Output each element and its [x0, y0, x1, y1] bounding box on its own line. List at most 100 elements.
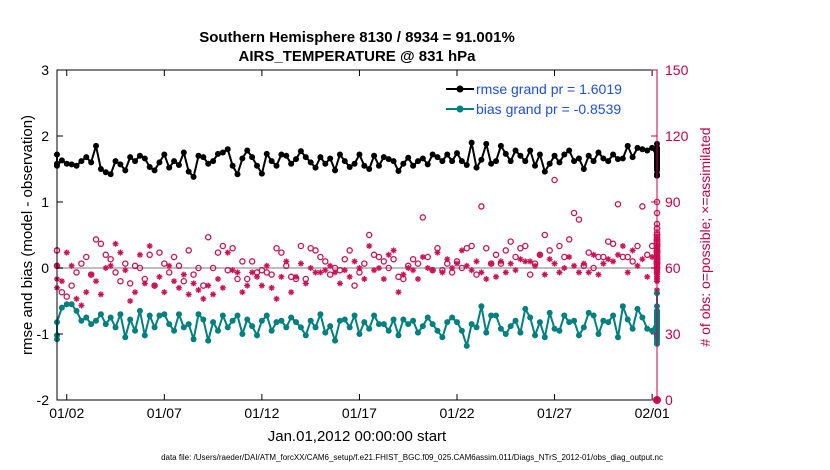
- obs-possible-marker: [175, 262, 183, 270]
- obs-assimilated-marker: [185, 291, 192, 298]
- bias-point: [649, 327, 656, 334]
- rmse-point: [249, 154, 256, 161]
- asterisk-stroke: [234, 269, 241, 275]
- rmse-point: [146, 164, 153, 171]
- asterisk-stroke: [644, 274, 650, 280]
- obs-possible-marker: [522, 242, 529, 250]
- rmse-point: [239, 155, 246, 162]
- asterisk-stroke: [425, 265, 431, 271]
- bias-point: [258, 317, 265, 324]
- rmse-point: [541, 168, 548, 175]
- bias-point: [97, 311, 104, 318]
- rmse-point: [73, 162, 80, 169]
- bias-point: [263, 312, 270, 319]
- asterisk-stroke: [78, 302, 84, 308]
- rmse-point: [493, 158, 500, 165]
- obs-possible-marker: [78, 260, 85, 267]
- asterisk-stroke: [264, 263, 270, 269]
- obs-possible-marker: [473, 271, 480, 278]
- bias-point: [283, 324, 290, 331]
- asterisk-stroke: [532, 263, 538, 269]
- obs-assimilated-marker: [278, 273, 285, 280]
- x-tick-label: 01/22: [439, 405, 474, 421]
- rmse-point: [605, 158, 612, 165]
- rmse-point: [200, 154, 207, 161]
- asterisk-stroke: [200, 296, 206, 302]
- asterisk-stroke: [195, 287, 202, 293]
- rmse-point: [375, 162, 382, 169]
- bias-point: [546, 309, 553, 316]
- y2-tick-label: 90: [665, 194, 681, 210]
- rmse-point: [385, 156, 392, 163]
- rmse-point: [458, 158, 465, 165]
- asterisk-stroke: [605, 256, 611, 262]
- obs-assimilated-marker: [400, 271, 407, 278]
- rmse-point: [190, 173, 197, 180]
- bias-point: [341, 316, 348, 323]
- rmse-point: [624, 142, 631, 149]
- rmse-point: [297, 148, 304, 155]
- y2-tick-label: 120: [665, 128, 689, 144]
- obs-assimilated-marker: [439, 269, 446, 276]
- asterisk-stroke: [59, 278, 65, 284]
- obs-possible-marker: [385, 264, 392, 272]
- obs-assimilated-marker: [219, 284, 226, 291]
- rmse-point: [575, 155, 582, 162]
- bias-point: [639, 314, 646, 321]
- bias-point: [614, 334, 621, 341]
- obs-assimilated-marker: [224, 249, 231, 256]
- y-tick-label: -1: [37, 326, 50, 342]
- obs-assimilated-marker: [536, 251, 543, 258]
- obs-possible-marker: [351, 282, 358, 289]
- asterisk-stroke: [420, 254, 426, 260]
- obs-assimilated-marker: [619, 243, 626, 249]
- asterisk-stroke: [317, 269, 323, 275]
- bias-point: [273, 319, 280, 326]
- asterisk-stroke: [449, 265, 455, 271]
- rmse-point: [83, 154, 90, 161]
- obs-assimilated-marker: [380, 276, 387, 282]
- asterisk-stroke: [512, 267, 519, 273]
- bias-point: [366, 325, 373, 332]
- obs-assimilated-marker: [146, 243, 153, 249]
- obs-assimilated-marker: [497, 258, 504, 265]
- obs-assimilated-marker: [122, 267, 129, 274]
- asterisk-stroke: [615, 252, 621, 258]
- asterisk-stroke: [186, 291, 192, 297]
- obs-possible-marker: [634, 242, 641, 250]
- obs-assimilated-marker: [614, 251, 621, 258]
- asterisk-stroke: [152, 283, 158, 289]
- obs-possible-marker: [322, 258, 329, 265]
- bias-point: [610, 312, 617, 319]
- obs-assimilated-marker: [468, 267, 475, 274]
- asterisk-stroke: [98, 291, 104, 297]
- obs-assimilated-marker: [263, 262, 270, 269]
- bias-point: [371, 312, 378, 319]
- rmse-point: [117, 161, 124, 168]
- asterisk-stroke: [332, 269, 338, 275]
- rmse-point: [317, 154, 324, 161]
- asterisk-stroke: [220, 285, 226, 291]
- obs-possible-marker: [643, 251, 651, 259]
- asterisk-stroke: [556, 269, 562, 275]
- obs-assimilated-marker: [405, 265, 412, 271]
- rmse-point: [361, 162, 368, 169]
- asterisk-stroke: [439, 269, 445, 275]
- obs-assimilated-marker: [517, 256, 524, 263]
- rmse-point: [210, 158, 217, 165]
- obs-possible-marker: [68, 282, 75, 289]
- rmse-point: [502, 150, 509, 157]
- rmse-point: [195, 152, 202, 159]
- rmse-point: [346, 164, 353, 171]
- bias-point: [254, 332, 260, 339]
- obs-possible-marker: [97, 240, 105, 248]
- bias-point: [458, 327, 465, 334]
- rmse-point: [473, 164, 480, 171]
- obs-assimilated-marker: [68, 262, 75, 269]
- obs-assimilated-marker: [410, 267, 417, 274]
- obs-assimilated-marker: [332, 269, 339, 276]
- rmse-point: [293, 156, 300, 163]
- obs-assimilated-marker: [273, 295, 280, 302]
- obs-assimilated-marker: [346, 273, 353, 280]
